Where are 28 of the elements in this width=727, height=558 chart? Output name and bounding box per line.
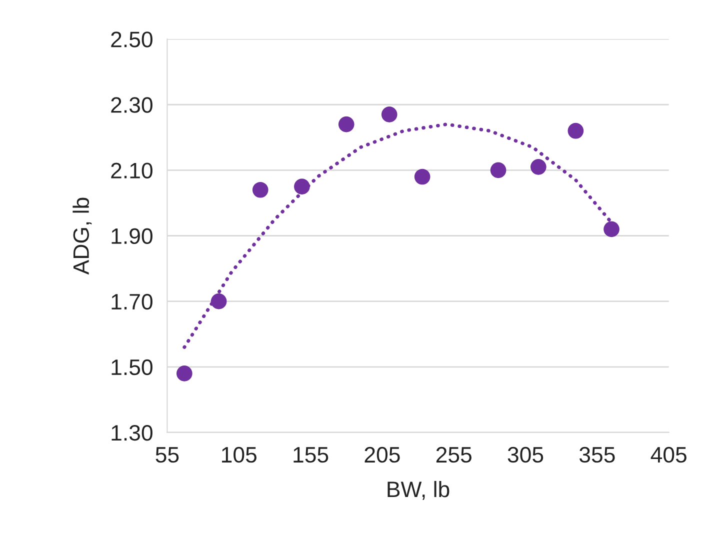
x-tick-label: 155 <box>294 447 328 463</box>
point <box>252 182 268 198</box>
point <box>530 158 546 175</box>
point <box>490 162 506 178</box>
y-tick-label: 1.50 <box>112 359 152 376</box>
x-tick-label: 305 <box>508 446 544 463</box>
x-tick-label: 255 <box>436 446 472 463</box>
point <box>414 168 430 185</box>
y-axis-title: ADG, lb <box>72 198 92 275</box>
point <box>294 178 310 194</box>
point <box>176 366 192 382</box>
x-tick-label: 355 <box>579 446 615 463</box>
point <box>604 221 620 238</box>
x-tick-label: 205 <box>364 446 400 463</box>
point <box>568 122 584 139</box>
point <box>210 293 227 310</box>
y-tick-label: 1.30 <box>112 424 152 441</box>
point <box>381 106 398 122</box>
y-tick-label: 2.10 <box>111 162 152 178</box>
y-tick-label: 2.50 <box>111 32 152 48</box>
x-tick-label: 405 <box>650 446 686 463</box>
y-tick-label: 2.30 <box>111 97 152 113</box>
y-tick-label: 1.90 <box>112 228 152 244</box>
y-tick-label: 1.70 <box>112 294 152 310</box>
x-tick-label: 105 <box>222 446 256 463</box>
point <box>338 116 354 132</box>
x-axis-title: BW, lb <box>388 480 450 500</box>
x-tick-label: 55 <box>156 447 179 463</box>
